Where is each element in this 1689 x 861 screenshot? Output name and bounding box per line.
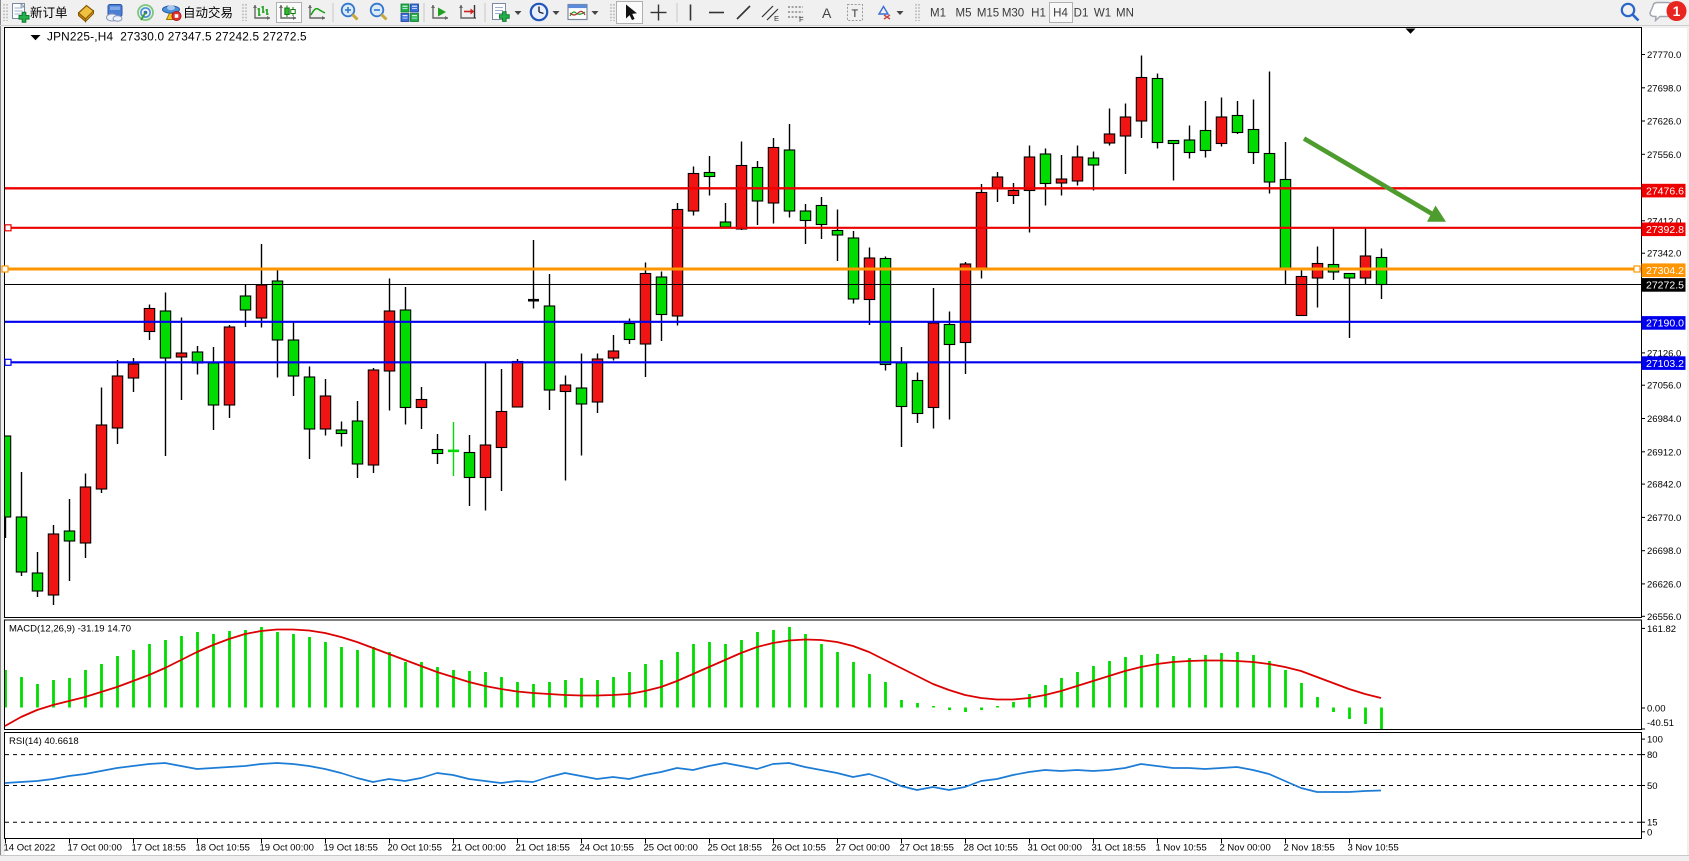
svg-text:M15: M15 [977,8,999,20]
svg-text:161.82: 161.82 [1647,624,1676,635]
svg-text:M5: M5 [956,8,972,20]
svg-text:27392.8: 27392.8 [1646,224,1684,236]
svg-text:-40.51: -40.51 [1647,718,1674,729]
svg-text:27272.5: 27272.5 [1646,280,1684,292]
svg-text:26626.0: 26626.0 [1647,579,1681,590]
svg-text:2 Nov 18:55: 2 Nov 18:55 [1284,843,1335,854]
svg-text:27304.2: 27304.2 [1646,265,1684,277]
svg-text:27412.0: 27412.0 [1647,216,1681,227]
svg-text:26984.0: 26984.0 [1647,414,1681,425]
svg-text:21 Oct 00:00: 21 Oct 00:00 [452,843,506,854]
svg-text:21 Oct 18:55: 21 Oct 18:55 [516,843,570,854]
svg-text:15: 15 [1647,818,1658,829]
svg-text:0.00: 0.00 [1647,704,1666,715]
svg-text:80: 80 [1647,750,1658,761]
svg-text:100: 100 [1647,735,1663,746]
svg-text:25 Oct 00:00: 25 Oct 00:00 [644,843,698,854]
svg-text:27103.2: 27103.2 [1646,358,1684,370]
svg-text:14 Oct 2022: 14 Oct 2022 [4,843,56,854]
svg-text:26770.0: 26770.0 [1647,513,1681,524]
svg-text:20 Oct 10:55: 20 Oct 10:55 [388,843,442,854]
svg-text:27190.0: 27190.0 [1646,318,1684,330]
svg-text:19 Oct 18:55: 19 Oct 18:55 [324,843,378,854]
svg-text:1: 1 [1673,3,1681,19]
svg-text:27556.0: 27556.0 [1647,150,1681,161]
svg-text:0: 0 [1647,827,1652,838]
svg-text:17 Oct 18:55: 17 Oct 18:55 [132,843,186,854]
svg-text:A: A [822,5,832,21]
svg-text:MN: MN [1116,8,1134,20]
svg-text:27698.0: 27698.0 [1647,83,1681,94]
svg-text:T: T [852,8,859,20]
svg-text:RSI(14) 40.6618: RSI(14) 40.6618 [9,736,79,747]
svg-text:26842.0: 26842.0 [1647,480,1681,491]
svg-text:JPN225-,H4 27330.0 27347.5 27: JPN225-,H4 27330.0 27347.5 27242.5 27272… [47,30,307,44]
svg-text:新订单: 新订单 [30,5,68,20]
svg-text:MACD(12,26,9) -31.19 14.70: MACD(12,26,9) -31.19 14.70 [9,624,131,635]
svg-text:27476.6: 27476.6 [1646,185,1684,197]
svg-text:27626.0: 27626.0 [1647,117,1681,128]
svg-text:H1: H1 [1031,8,1046,20]
svg-text:25 Oct 18:55: 25 Oct 18:55 [708,843,762,854]
svg-text:27 Oct 00:00: 27 Oct 00:00 [836,843,890,854]
svg-text:27770.0: 27770.0 [1647,50,1681,61]
svg-text:F: F [799,15,804,24]
svg-text:3 Nov 10:55: 3 Nov 10:55 [1348,843,1399,854]
svg-text:D1: D1 [1074,8,1089,20]
svg-text:19 Oct 00:00: 19 Oct 00:00 [260,843,314,854]
svg-text:26912.0: 26912.0 [1647,447,1681,458]
svg-text:W1: W1 [1094,8,1111,20]
svg-text:27342.0: 27342.0 [1647,249,1681,260]
svg-text:26556.0: 26556.0 [1647,612,1681,623]
svg-text:31 Oct 00:00: 31 Oct 00:00 [1028,843,1082,854]
svg-text:自动交易: 自动交易 [183,5,233,20]
svg-text:2 Nov 00:00: 2 Nov 00:00 [1220,843,1271,854]
svg-text:28 Oct 10:55: 28 Oct 10:55 [964,843,1018,854]
svg-text:H4: H4 [1053,8,1068,20]
svg-text:27056.0: 27056.0 [1647,381,1681,392]
svg-text:31 Oct 18:55: 31 Oct 18:55 [1092,843,1146,854]
svg-text:27 Oct 18:55: 27 Oct 18:55 [900,843,954,854]
svg-text:E: E [774,14,779,23]
svg-text:27126.0: 27126.0 [1647,348,1681,359]
svg-text:M30: M30 [1002,8,1024,20]
svg-text:24 Oct 10:55: 24 Oct 10:55 [580,843,634,854]
svg-text:M1: M1 [930,8,946,20]
svg-text:17 Oct 00:00: 17 Oct 00:00 [68,843,122,854]
svg-text:26698.0: 26698.0 [1647,546,1681,557]
svg-text:1 Nov 10:55: 1 Nov 10:55 [1156,843,1207,854]
svg-text:50: 50 [1647,781,1658,792]
svg-text:26 Oct 10:55: 26 Oct 10:55 [772,843,826,854]
svg-text:18 Oct 10:55: 18 Oct 10:55 [196,843,250,854]
